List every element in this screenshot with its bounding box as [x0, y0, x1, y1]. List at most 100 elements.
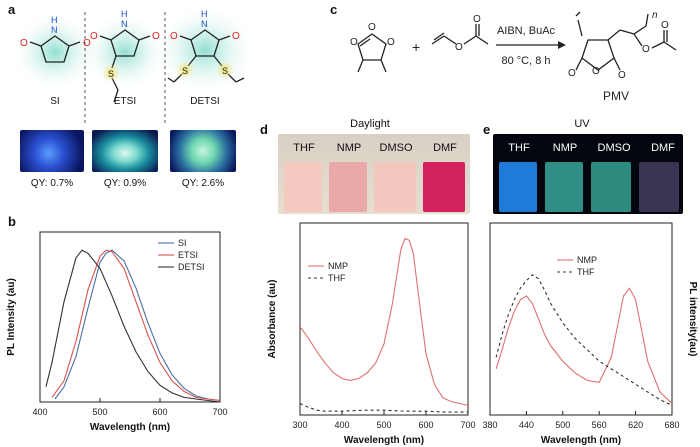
atom-o: O	[642, 44, 650, 55]
photo-daylight	[278, 134, 470, 214]
atom-o: O	[20, 38, 28, 49]
legend-label: SI	[178, 238, 187, 248]
sulfur-glow	[102, 64, 120, 82]
panel-label-d: d	[260, 122, 268, 137]
chart-b: 400 500 600 700 Wavelength (nm) PL Intensity …	[6, 231, 228, 433]
series-line-detsi	[45, 249, 221, 403]
legend-label: ETSI	[178, 250, 198, 260]
x-tick-label: 600	[152, 407, 167, 417]
x-axis-label: Wavelength (nm)	[541, 435, 621, 446]
solvent-label: DMSO	[379, 142, 413, 154]
vial-thf-uv	[499, 162, 537, 212]
panel-label-b: b	[8, 214, 16, 229]
panel-label-e: e	[483, 122, 491, 137]
atom-o: O	[90, 31, 98, 42]
atom-o: O	[368, 22, 376, 33]
atom-o: O	[83, 38, 91, 49]
molecule-name-si: SI	[50, 96, 60, 107]
x-tick-label: 380	[482, 420, 497, 430]
x-tick-label: 400	[32, 407, 47, 417]
solvent-label: THF	[508, 142, 530, 154]
detsi-structure	[167, 29, 245, 83]
molecule-structures: O O N H S O O N H S S O O N H	[11, 4, 250, 125]
atom-o: O	[170, 31, 178, 42]
series-line-nmp	[495, 287, 673, 404]
series-line-si	[54, 249, 221, 402]
atom-n-subscript: n	[652, 10, 658, 21]
vial-dmso-uv	[591, 162, 631, 212]
vinyl-acetate	[431, 24, 489, 45]
atom-s: S	[222, 66, 228, 76]
legend-label: THF	[328, 273, 346, 283]
atom-o: O	[387, 37, 395, 48]
atom-o: O	[232, 31, 240, 42]
qy-si: QY: 0.7%	[30, 178, 74, 189]
vial-dmso-daylight	[374, 162, 416, 212]
atom-o: O	[661, 20, 669, 31]
atom-n: N	[201, 19, 208, 29]
x-tick-label: 680	[664, 420, 679, 430]
legend-label: DETSI	[178, 262, 205, 272]
reaction-scheme: O O O + O O AIBN, BuAc 80 °C, 8 h O O O …	[350, 10, 677, 103]
x-tick-label: 440	[519, 420, 534, 430]
solvent-label: DMSO	[597, 142, 631, 154]
photo-title-daylight: Daylight	[350, 118, 390, 130]
atom-o: O	[592, 66, 600, 77]
x-tick-label: 700	[460, 420, 475, 430]
atom-o: O	[473, 14, 481, 25]
maleic-anhydride	[357, 33, 387, 73]
x-tick-label: 500	[376, 420, 391, 430]
product-label: PMV	[603, 89, 629, 103]
sulfur-glow	[216, 61, 234, 79]
qy-detsi: QY: 2.6%	[181, 178, 225, 189]
photo-si-powder	[20, 130, 84, 172]
x-axis-label: Wavelength (nm)	[344, 435, 424, 446]
atom-o: O	[350, 37, 358, 48]
panel-label-a: a	[8, 2, 16, 17]
legend-label: THF	[577, 267, 595, 277]
x-tick-label: 500	[92, 407, 107, 417]
conditions-label: 80 °C, 8 h	[501, 55, 550, 67]
solvent-label: NMP	[552, 142, 578, 154]
etsi-structure	[99, 29, 151, 103]
x-tick-label: 620	[628, 420, 643, 430]
atom-n: N	[51, 25, 58, 35]
series-line-thf	[495, 274, 673, 406]
molecule-name-etsi: ETSI	[113, 96, 137, 107]
molecule-name-detsi: DETSI	[190, 96, 220, 107]
arrow-head	[558, 41, 566, 49]
atom-s: S	[182, 66, 188, 76]
atom-h: H	[201, 9, 208, 19]
si-structure	[29, 35, 81, 63]
atom-o: O	[455, 42, 463, 53]
photo-title-uv: UV	[574, 118, 590, 130]
x-tick-label: 400	[334, 420, 349, 430]
y-axis-label: PL Intensity (au)	[6, 278, 17, 356]
plus-sign: +	[412, 39, 420, 55]
qy-etsi: QY: 0.9%	[103, 178, 147, 189]
reagents-label: AIBN, BuAc	[497, 25, 556, 37]
x-tick-label: 300	[292, 420, 307, 430]
atom-h: H	[121, 9, 128, 19]
atom-o: O	[618, 70, 626, 81]
photo-etsi-solid	[92, 130, 158, 172]
vial-dmf-uv	[639, 162, 679, 212]
y-axis-label: PL intensity(au)	[687, 282, 698, 357]
panel-label-c: c	[330, 2, 338, 17]
photo-uv	[493, 134, 683, 214]
plot-frame	[489, 222, 673, 416]
plot-frame	[39, 231, 221, 403]
x-axis-label: Wavelength (nm)	[90, 422, 170, 433]
x-tick-label: 600	[418, 420, 433, 430]
chart-d: 300 400 500 600 700 Wavelength (nm) Absorbance…	[267, 222, 476, 446]
atom-o: O	[152, 31, 160, 42]
solvent-label: THF	[293, 142, 315, 154]
series-line-nmp	[299, 237, 469, 406]
y-axis-label: Absorbance (au)	[267, 280, 278, 359]
atom-n: N	[121, 19, 128, 29]
pmv-structure	[575, 11, 677, 71]
atom-s: S	[108, 69, 114, 79]
vial-nmp-uv	[545, 162, 583, 212]
x-tick-label: 700	[212, 407, 227, 417]
x-tick-label: 500	[555, 420, 570, 430]
